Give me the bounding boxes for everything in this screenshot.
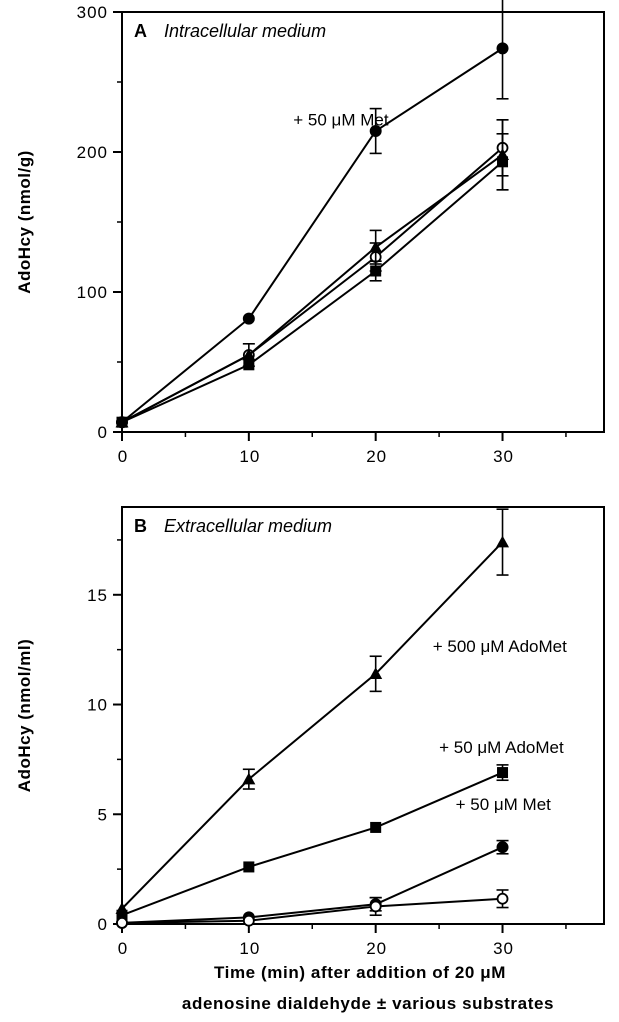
panel-b-point-filled-triangle (496, 535, 510, 548)
panel-b-point-filled-square (497, 767, 509, 779)
panel-a-point-filled-square (497, 156, 509, 168)
panel-a-point-filled-circle (496, 42, 509, 55)
panel-b-point-filled-square (116, 909, 128, 921)
panel-b-x-tick-label: 20 (366, 939, 387, 958)
panel-b-x-tick-label: 0 (118, 939, 128, 958)
panel-a-point-filled-triangle (242, 348, 256, 361)
panel-a-series-0-line (121, 47, 504, 423)
panel-b-x-tick-label: 10 (239, 939, 260, 958)
panel-a-letter: A (134, 21, 147, 41)
panel-a-point-filled-circle (242, 312, 255, 325)
panel-b-point-filled-circle (496, 841, 509, 854)
panel-a-point-filled-square (116, 416, 128, 428)
panel-b-series-1 (116, 764, 509, 921)
panel-b-point-filled-square (370, 821, 382, 833)
panel-b-series-3-line (121, 897, 503, 924)
panel-a-y-tick-label: 200 (77, 143, 108, 162)
panel-b-point-open-circle (369, 900, 382, 913)
panel-b-annotation: + 50 μM Met (456, 795, 552, 814)
panel-a-title: Intracellular medium (164, 21, 326, 41)
x-axis-label-line-1: Time (min) after addition of 20 μM (214, 963, 506, 982)
panel-b-series-0-line (121, 541, 504, 910)
panel-a-x-tick-label: 0 (118, 447, 128, 466)
panel-a-annotation: + 50 μM Met (293, 110, 389, 129)
panel-b-point-filled-triangle (369, 667, 383, 679)
panel-a-y-tick-label: 0 (98, 423, 108, 442)
panel-b-point-filled-triangle (242, 772, 256, 785)
panel-b-series-2-line (121, 846, 503, 924)
panel-b-point-open-circle (496, 892, 509, 905)
panel-a-y-axis-label: AdoHcy (nmol/g) (15, 150, 34, 294)
x-axis-label-line-2: adenosine dialdehyde ± various substrate… (182, 994, 554, 1013)
panel-a-x-tick-label: 20 (366, 447, 387, 466)
panel-a-series-1 (116, 119, 509, 429)
panel-b-x-tick-label: 30 (493, 939, 514, 958)
panel-b-letter: B (134, 516, 147, 536)
panel-a-series-2 (115, 119, 510, 428)
panel-b-y-tick-label: 0 (98, 915, 108, 934)
panel-a-point-filled-square (243, 359, 255, 371)
panel-a-y-tick-label: 100 (77, 283, 108, 302)
panel-a-series-0 (116, 0, 509, 429)
panel-b-series-3 (116, 889, 509, 929)
panel-a-series-1-line (121, 147, 504, 424)
panel-b-annotation: + 50 μM AdoMet (439, 738, 564, 757)
panel-b-point-filled-square (243, 861, 255, 873)
panel-b-y-tick-label: 10 (87, 696, 108, 715)
panel-b-series-1-line (121, 771, 503, 917)
panel-b-y-tick-label: 5 (98, 805, 108, 824)
panel-b-series-0 (115, 508, 510, 914)
panel-b-annotation: + 500 μM AdoMet (433, 637, 567, 656)
panel-a-series-3-line (121, 161, 504, 424)
panel-b-frame (121, 506, 605, 925)
panel-a-y-tick-label: 300 (77, 3, 108, 22)
panel-a-x-tick-label: 10 (239, 447, 260, 466)
panel-a-point-filled-triangle (369, 240, 383, 253)
panel-b: 0 10 20 30 0 5 10 15 AdoHcy (nmol/ml) B Extracellu… (15, 506, 605, 958)
panel-a-point-filled-circle (369, 125, 382, 137)
panel-a-frame (121, 11, 605, 433)
panel-b-y-axis-label: AdoHcy (nmol/ml) (15, 639, 34, 792)
panel-a-series-3 (116, 133, 509, 428)
panel-a-series-2-line (121, 153, 504, 424)
panel-b-point-open-circle (116, 917, 128, 929)
panel-a-x-tick-label: 30 (493, 447, 514, 466)
panel-a-point-filled-square (370, 265, 382, 277)
panel-b-point-open-circle (242, 914, 255, 927)
panel-b-y-tick-label: 15 (87, 586, 108, 605)
panel-b-title: Extracellular medium (164, 516, 332, 536)
